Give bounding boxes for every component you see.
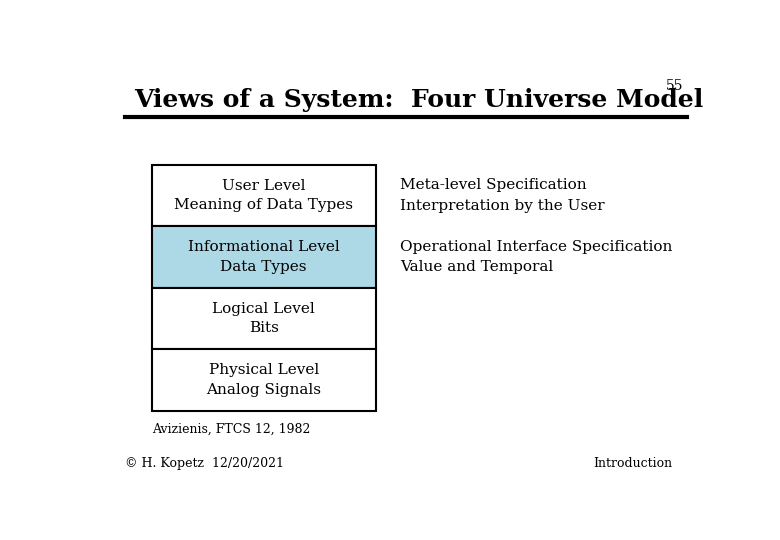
Text: Introduction: Introduction	[594, 457, 672, 470]
Text: Informational Level
Data Types: Informational Level Data Types	[188, 240, 339, 274]
Text: 55: 55	[666, 79, 684, 93]
Bar	[152, 349, 376, 411]
Text: Avizienis, FTCS 12, 1982: Avizienis, FTCS 12, 1982	[152, 423, 310, 436]
Text: © H. Kopetz  12/20/2021: © H. Kopetz 12/20/2021	[125, 457, 284, 470]
Bar	[152, 288, 376, 349]
Bar	[152, 226, 376, 288]
Text: Operational Interface Specification
Value and Temporal: Operational Interface Specification Valu…	[399, 240, 672, 274]
Text: Meta-level Specification
Interpretation by the User: Meta-level Specification Interpretation …	[399, 178, 604, 213]
Text: Logical Level
Bits: Logical Level Bits	[212, 302, 315, 335]
Bar	[152, 165, 376, 226]
Text: Views of a System:  Four Universe Model: Views of a System: Four Universe Model	[134, 88, 703, 112]
Text: Physical Level
Analog Signals: Physical Level Analog Signals	[206, 363, 321, 397]
Text: User Level
Meaning of Data Types: User Level Meaning of Data Types	[174, 179, 353, 212]
